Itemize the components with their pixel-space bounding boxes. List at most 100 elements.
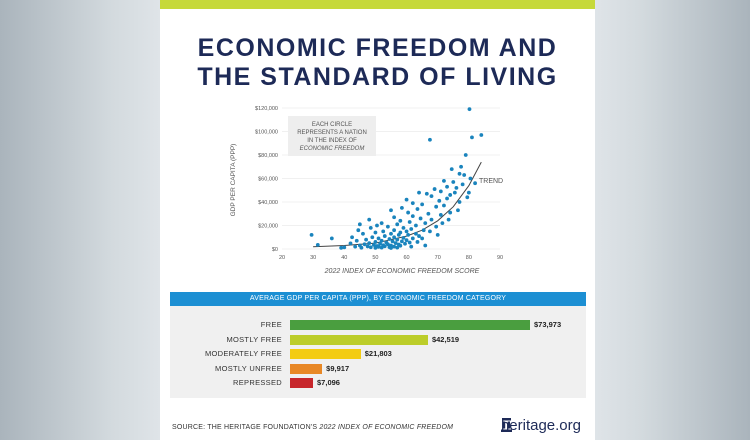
scatter-point	[457, 171, 462, 176]
scatter-point	[415, 207, 420, 211]
bar	[290, 349, 361, 359]
scatter-point	[390, 239, 395, 244]
scatter-point	[470, 135, 474, 140]
scatter-point	[448, 193, 453, 197]
scatter-point	[454, 186, 459, 190]
scatter-x-ticks: 20 30 40 50 60 70 80 90	[279, 255, 503, 261]
title-line-2: THE STANDARD OF LIVING	[197, 63, 558, 91]
scatter-point	[417, 234, 421, 238]
bar-category-label: MODERATELY FREE	[204, 349, 282, 358]
scatter-point	[385, 242, 390, 247]
y-tick-label: $60,000	[258, 177, 278, 183]
scatter-point	[389, 231, 393, 236]
scatter-point	[367, 241, 372, 246]
scatter-point	[466, 190, 471, 195]
x-tick-label: 20	[279, 255, 285, 261]
scatter-point	[359, 245, 364, 250]
scatter-point	[451, 180, 456, 184]
scatter-point	[438, 213, 443, 217]
scatter-y-ticks: $0 $20,000 $40,000 $60,000 $80,000 $100,000 $1…	[255, 106, 278, 253]
scatter-point	[396, 233, 401, 237]
scatter-point	[457, 200, 462, 204]
bar-chart: FREE $73,973 MOSTLY FREE $42,519 MODERATELY …	[170, 306, 586, 398]
annotation-line-4: ECONOMIC FREEDOM	[300, 146, 365, 152]
scatter-point	[460, 182, 465, 187]
scatter-point	[379, 238, 384, 243]
scatter-point	[392, 235, 397, 240]
infographic-card: ECONOMIC FREEDOM AND THE STANDARD OF LIV…	[160, 0, 595, 440]
scatter-point	[435, 233, 440, 237]
scatter-point	[354, 238, 359, 243]
bar-chart-title: AVERAGE GDP PER CAPITA (PPP), BY ECONOMI…	[170, 292, 586, 306]
scatter-point	[452, 190, 457, 195]
scatter-point	[404, 197, 409, 202]
x-tick-label: 60	[404, 255, 410, 261]
bar-row: FREE $73,973	[170, 318, 586, 332]
scatter-point	[417, 190, 421, 195]
scatter-point	[395, 222, 400, 227]
scatter-point	[392, 244, 397, 249]
heritage-logo-icon	[500, 418, 512, 432]
scatter-point	[373, 230, 378, 235]
scatter-point	[414, 231, 418, 236]
background-left	[0, 0, 160, 440]
bar-category-label: MOSTLY FREE	[226, 334, 282, 344]
scatter-point	[421, 228, 426, 233]
scatter-point	[407, 220, 412, 224]
annotation-line-2: REPRESENTS A NATION	[297, 130, 367, 136]
bar-category-label: FREE	[260, 320, 282, 329]
y-axis-label: GDP PER CAPITA (PPP)	[230, 144, 237, 217]
scatter-point	[400, 239, 404, 244]
scatter-point	[376, 236, 381, 241]
scatter-point	[448, 210, 453, 215]
scatter-point	[382, 234, 387, 238]
bar-value-label: $9,917	[326, 363, 350, 373]
y-tick-label: $120,000	[255, 106, 278, 112]
bar-row: REPRESSED $7,096	[170, 376, 586, 390]
y-tick-label: $100,000	[255, 130, 278, 136]
scatter-point	[409, 244, 414, 249]
scatter-point	[348, 241, 353, 246]
scatter-point	[365, 244, 370, 249]
scatter-point	[429, 217, 434, 222]
scatter-point	[459, 164, 463, 169]
scatter-point	[428, 229, 432, 234]
y-tick-label: $20,000	[258, 224, 278, 230]
scatter-point	[426, 211, 431, 216]
scatter-point	[379, 245, 384, 250]
bar-value-label: $42,519	[431, 334, 460, 344]
scatter-points	[309, 107, 484, 250]
scatter-point	[368, 245, 373, 250]
scatter-point	[406, 210, 411, 215]
top-accent-bar	[160, 0, 595, 9]
bar-row: MOSTLY UNFREE $9,917	[170, 362, 586, 376]
scatter-point	[423, 221, 428, 226]
scatter-point	[479, 133, 484, 137]
scatter-point	[398, 218, 403, 223]
scatter-point	[440, 221, 445, 226]
scatter-point	[410, 214, 415, 219]
scatter-point	[379, 221, 384, 226]
scatter-point	[389, 208, 393, 213]
scatter-point	[418, 216, 423, 221]
scatter-point	[373, 240, 378, 244]
bar-row: MODERATELY FREE $21,803	[170, 347, 586, 361]
background-right	[595, 0, 750, 440]
scatter-point	[350, 235, 354, 240]
scatter-point	[468, 176, 473, 181]
scatter-point	[401, 235, 406, 240]
scatter-point	[339, 245, 344, 250]
scatter-point	[406, 233, 411, 237]
scatter-point	[449, 167, 454, 172]
scatter-point	[373, 245, 378, 250]
scatter-point	[387, 237, 392, 241]
scatter-point	[368, 225, 373, 230]
y-tick-label: $40,000	[258, 200, 278, 206]
brand-logo[interactable]: heritage.org	[500, 417, 581, 434]
scatter-point	[442, 178, 446, 183]
scatter-point	[403, 241, 407, 246]
scatter-point	[434, 224, 439, 229]
scatter-point	[357, 222, 362, 227]
annotation-line-1: EACH CIRCLE	[312, 122, 352, 128]
y-tick-label: $80,000	[258, 153, 278, 159]
